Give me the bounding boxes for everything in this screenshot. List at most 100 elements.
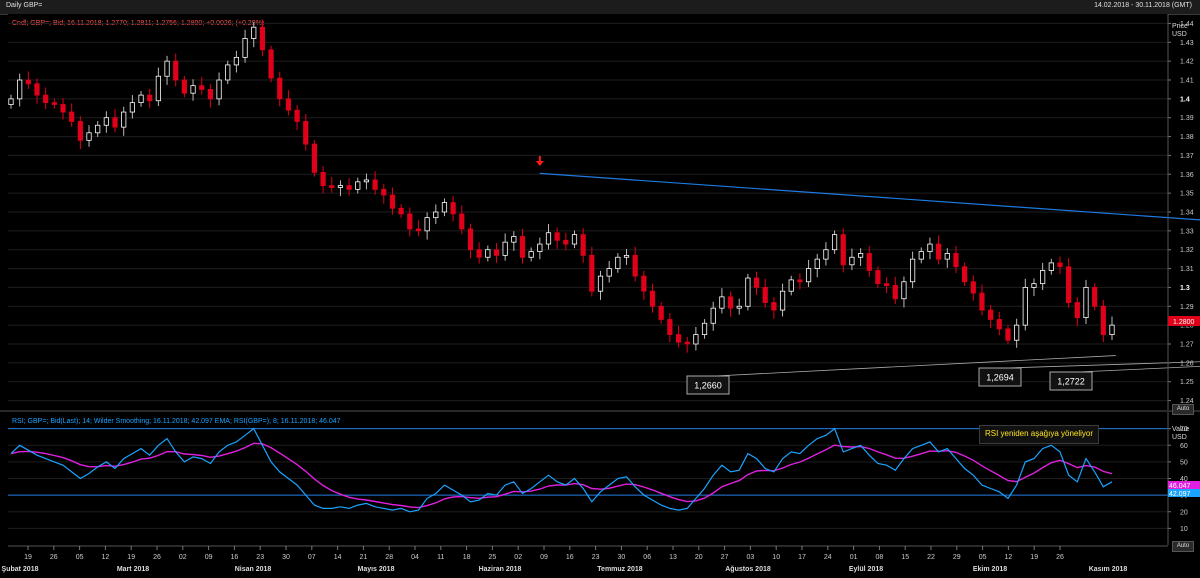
candle-up [857, 253, 864, 258]
time-tick-label: 17 [798, 554, 806, 561]
time-tick-label: 22 [927, 554, 935, 561]
time-tick-label: 23 [592, 554, 600, 561]
rsi-note-box: RSI yeniden aşağıya yöneliyor [979, 425, 1099, 444]
candle-up [927, 243, 933, 253]
candle-down [493, 249, 500, 256]
candle-down [329, 185, 335, 188]
candle-down [415, 228, 422, 232]
candle-down [658, 305, 664, 320]
price-tick-label: 1.38 [1180, 134, 1194, 141]
candle-up [701, 322, 708, 335]
rsi-tick-label: 50 [1180, 459, 1188, 466]
time-tick-label: 26 [1056, 554, 1064, 561]
last-price-tag [1168, 316, 1200, 326]
month-label: Mayıs 2018 [358, 566, 395, 573]
candle-down [51, 102, 57, 105]
time-tick-label: 14 [334, 554, 342, 561]
price-tick-label: 1.35 [1180, 191, 1194, 198]
candle-down [883, 283, 890, 286]
time-tick-label: 16 [566, 554, 574, 561]
candle-down [346, 185, 352, 190]
candle-up [441, 202, 448, 213]
candle-down [675, 334, 682, 343]
trendline-group [539, 172, 1200, 221]
candle-down [641, 275, 647, 292]
time-tick-label: 13 [669, 554, 677, 561]
price-axis: 1.44 1.43 1.42 1.41 1.4 1.39 1.38 1.37 1.36 1.35 1… [1167, 14, 1194, 410]
time-tick-label: 26 [153, 554, 161, 561]
rsi-auto-scale-button[interactable]: Auto [1172, 541, 1194, 552]
time-tick-label: 04 [411, 554, 419, 561]
candle-up [511, 236, 517, 243]
candle-down [519, 236, 526, 258]
callout-box [686, 375, 730, 395]
candle-up [1014, 324, 1020, 341]
time-tick-label: 02 [514, 554, 522, 561]
candle-up [8, 98, 14, 105]
rsi-value-tag [1168, 489, 1200, 497]
candle-down [988, 309, 994, 320]
candle-down [398, 207, 404, 215]
candle-up [251, 26, 257, 39]
candle-down [181, 79, 187, 94]
candle-up [1083, 287, 1089, 318]
rsi-value-tag-text: 42.097 [1169, 491, 1191, 498]
time-tick-label: 30 [282, 554, 290, 561]
date-range: 14.02.2018 - 30.11.2018 (GMT) [1094, 2, 1192, 9]
candle-up [129, 102, 135, 113]
candle-down [875, 270, 881, 285]
candle-down [892, 285, 898, 300]
price-tick-label: 1.36 [1180, 172, 1194, 179]
price-grid [8, 22, 1168, 402]
candle-down [753, 277, 760, 288]
candle-up [693, 334, 699, 345]
candle-down [632, 254, 638, 277]
time-tick-label: 19 [1030, 554, 1038, 561]
rsi-axis-unit: USD [1172, 434, 1187, 441]
chart-canvas[interactable]: Cndl; GBP=; Bid; 16.11.2018; 1.2770; 1.2… [0, 14, 1200, 578]
month-label: Ekim 2018 [973, 566, 1007, 573]
price-auto-scale-button[interactable]: Auto [1172, 404, 1194, 415]
candle-down [268, 49, 274, 79]
candle-up [225, 64, 231, 81]
candle-down [580, 234, 586, 256]
candle-down [1005, 328, 1011, 341]
candle-up [216, 79, 222, 100]
time-tick-label: 29 [953, 554, 961, 561]
rsi-tick-label: 40 [1180, 476, 1188, 483]
callout-box [1049, 371, 1093, 391]
time-tick-label: 12 [1005, 554, 1013, 561]
candle-up [901, 281, 907, 300]
candle-down [294, 109, 300, 122]
candle-down [77, 121, 83, 141]
time-tick-label: 02 [179, 554, 187, 561]
rsi-line [10, 427, 1113, 513]
callout-leader [714, 355, 1116, 377]
candle-up [502, 241, 508, 256]
time-tick-label: 15 [901, 554, 909, 561]
candle-up [545, 232, 552, 245]
ema-line [10, 442, 1113, 509]
time-tick-label: 23 [256, 554, 264, 561]
candle-down [563, 239, 569, 245]
price-tick-label: 1.32 [1180, 247, 1194, 254]
time-tick-label: 12 [102, 554, 110, 561]
price-tick-label: 1.42 [1180, 59, 1194, 66]
price-tick-label: 1.29 [1180, 304, 1194, 311]
rsi-note-text: RSI yeniden aşağıya yöneliyor [984, 429, 1094, 438]
candle-down [1074, 302, 1080, 318]
candle-up [736, 305, 742, 309]
time-tick-label: 05 [76, 554, 84, 561]
title-bar: Daily GBP= 14.02.2018 - 30.11.2018 (GMT) [0, 0, 1200, 15]
rsi-lines [10, 427, 1113, 513]
callout-box [978, 367, 1022, 387]
candle-down [727, 296, 734, 309]
time-tick-label: 25 [489, 554, 497, 561]
price-tick-label: 1.4 [1180, 96, 1190, 103]
time-tick-label: 21 [360, 554, 368, 561]
time-axis: 19 26 05 12 19 26 02 09 16 23 30 07 14 21 28 04 11 18 25 02… [2, 546, 1127, 573]
candle-down [372, 179, 378, 190]
candle-down [112, 117, 118, 128]
resistance-trendline [539, 172, 1200, 221]
month-label: Eylül 2018 [849, 566, 883, 573]
